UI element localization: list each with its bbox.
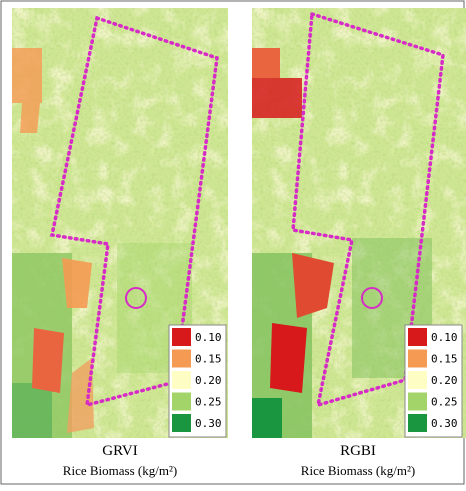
legend-label: 0.10: [195, 331, 222, 344]
legend: 0.10 0.15 0.20 0.25 0.30: [169, 325, 226, 437]
legend-swatch: [408, 393, 427, 411]
legend-label: 0.20: [195, 374, 222, 387]
legend-swatch: [172, 414, 191, 432]
legend-swatch: [408, 328, 427, 346]
legend-label: 0.25: [431, 396, 458, 409]
panel-title: RGBI: [340, 443, 376, 459]
legend-swatch: [408, 371, 427, 389]
legend-swatch: [408, 350, 427, 368]
panel-title: GRVI: [102, 443, 137, 459]
panel-subtitle: Rice Biomass (kg/m²): [63, 463, 177, 478]
legend-label: 0.10: [431, 331, 458, 344]
panel-subtitle: Rice Biomass (kg/m²): [301, 463, 415, 478]
figure: GRVI Rice Biomass (kg/m²) 0.10 0.15 0.20 0.25…: [0, 0, 466, 486]
legend-label: 0.15: [195, 353, 222, 366]
legend-label: 0.25: [195, 396, 222, 409]
legend-label: 0.20: [431, 374, 458, 387]
legend-swatch: [172, 350, 191, 368]
legend-swatch: [408, 414, 427, 432]
legend-label: 0.30: [431, 417, 458, 430]
legend-swatch: [172, 371, 191, 389]
legend-label: 0.15: [431, 353, 458, 366]
legend-swatch: [172, 393, 191, 411]
legend-swatch: [172, 328, 191, 346]
legend: 0.10 0.15 0.20 0.25 0.30: [405, 325, 462, 437]
legend-label: 0.30: [195, 417, 222, 430]
